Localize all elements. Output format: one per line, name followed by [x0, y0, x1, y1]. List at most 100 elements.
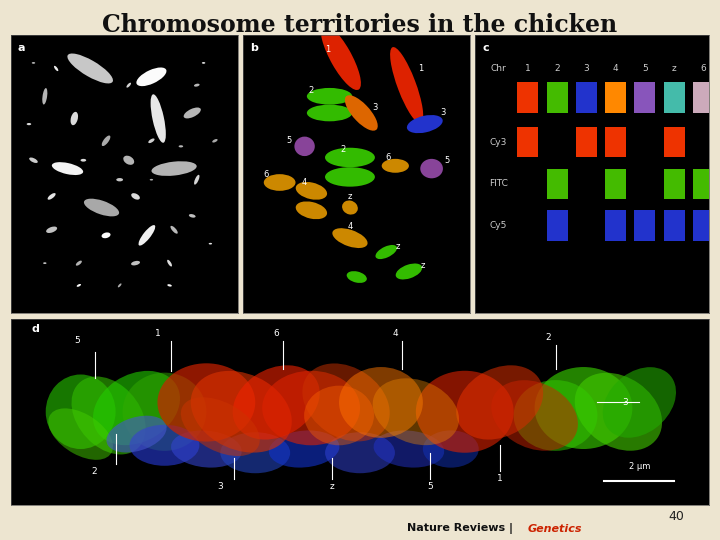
Ellipse shape: [345, 95, 378, 131]
Ellipse shape: [191, 371, 292, 453]
Ellipse shape: [491, 380, 578, 451]
Ellipse shape: [116, 178, 123, 181]
Ellipse shape: [307, 105, 352, 122]
Text: 1: 1: [418, 64, 423, 73]
Text: 2: 2: [546, 333, 552, 342]
Bar: [576, 83, 597, 113]
Ellipse shape: [374, 430, 444, 468]
Text: Cy3: Cy3: [490, 138, 508, 147]
Text: Cy5: Cy5: [490, 221, 508, 230]
Ellipse shape: [46, 227, 57, 233]
Text: 2: 2: [554, 64, 560, 73]
Text: 6: 6: [701, 64, 706, 73]
Text: 2: 2: [91, 467, 97, 476]
Ellipse shape: [131, 261, 140, 266]
Ellipse shape: [122, 373, 207, 451]
Ellipse shape: [151, 161, 197, 176]
Ellipse shape: [194, 84, 199, 86]
Text: Genetics: Genetics: [528, 523, 582, 534]
Text: 5: 5: [427, 482, 433, 491]
Ellipse shape: [296, 182, 327, 200]
Ellipse shape: [171, 430, 242, 468]
Ellipse shape: [118, 284, 122, 287]
Ellipse shape: [382, 159, 409, 173]
Ellipse shape: [262, 371, 360, 446]
Ellipse shape: [294, 137, 315, 156]
Bar: [518, 127, 539, 158]
Text: b: b: [250, 43, 258, 53]
Bar: [546, 168, 567, 199]
Ellipse shape: [575, 373, 662, 451]
Ellipse shape: [396, 264, 422, 280]
Text: z: z: [330, 482, 334, 491]
Bar: [664, 83, 685, 113]
Text: 3: 3: [583, 64, 589, 73]
Ellipse shape: [325, 432, 395, 473]
Ellipse shape: [171, 226, 178, 234]
Text: z: z: [348, 192, 352, 201]
Ellipse shape: [302, 363, 390, 441]
Ellipse shape: [102, 232, 111, 238]
Bar: [605, 127, 626, 158]
Ellipse shape: [407, 115, 443, 133]
Ellipse shape: [138, 225, 156, 246]
Bar: [518, 83, 539, 113]
Bar: [634, 210, 655, 241]
Ellipse shape: [158, 363, 256, 442]
Ellipse shape: [77, 284, 81, 287]
Ellipse shape: [127, 83, 131, 87]
Ellipse shape: [333, 228, 368, 248]
Text: 1: 1: [155, 329, 161, 338]
Ellipse shape: [32, 62, 35, 64]
Text: 4: 4: [302, 178, 307, 187]
Text: 3: 3: [440, 109, 446, 118]
Ellipse shape: [76, 261, 82, 266]
Ellipse shape: [339, 367, 423, 438]
Text: 3: 3: [372, 103, 377, 112]
Ellipse shape: [269, 430, 339, 468]
Ellipse shape: [534, 367, 632, 449]
Ellipse shape: [81, 159, 86, 161]
Bar: [693, 210, 714, 241]
Text: c: c: [482, 43, 489, 53]
Ellipse shape: [150, 94, 166, 143]
Ellipse shape: [102, 136, 110, 146]
Text: Chromosome territories in the chicken: Chromosome territories in the chicken: [102, 14, 618, 37]
Ellipse shape: [27, 123, 31, 125]
Text: 2: 2: [341, 145, 346, 153]
Text: 3: 3: [623, 398, 629, 407]
Ellipse shape: [84, 199, 119, 217]
Bar: [634, 83, 655, 113]
Ellipse shape: [390, 47, 423, 123]
Ellipse shape: [416, 371, 513, 453]
Ellipse shape: [296, 201, 327, 219]
Ellipse shape: [456, 365, 543, 440]
Ellipse shape: [52, 162, 83, 175]
Ellipse shape: [131, 193, 140, 200]
Text: d: d: [32, 324, 40, 334]
Ellipse shape: [130, 425, 199, 466]
Ellipse shape: [184, 107, 201, 118]
Text: 4: 4: [613, 64, 618, 73]
Ellipse shape: [43, 262, 47, 264]
Text: Nature Reviews |: Nature Reviews |: [407, 523, 517, 534]
Ellipse shape: [148, 138, 155, 143]
Bar: [664, 210, 685, 241]
Ellipse shape: [93, 371, 180, 445]
Text: 1: 1: [325, 44, 330, 53]
Bar: [664, 168, 685, 199]
Ellipse shape: [68, 53, 113, 84]
Bar: [693, 83, 714, 113]
Bar: [546, 83, 567, 113]
Ellipse shape: [209, 243, 212, 245]
Ellipse shape: [321, 25, 361, 90]
Text: 2: 2: [309, 86, 314, 95]
Ellipse shape: [46, 375, 116, 449]
Text: a: a: [17, 43, 25, 53]
Text: 40: 40: [668, 510, 684, 523]
Ellipse shape: [167, 284, 172, 287]
Ellipse shape: [375, 245, 397, 259]
Text: 4: 4: [347, 222, 353, 232]
Text: 1: 1: [497, 474, 503, 483]
Ellipse shape: [48, 408, 113, 460]
